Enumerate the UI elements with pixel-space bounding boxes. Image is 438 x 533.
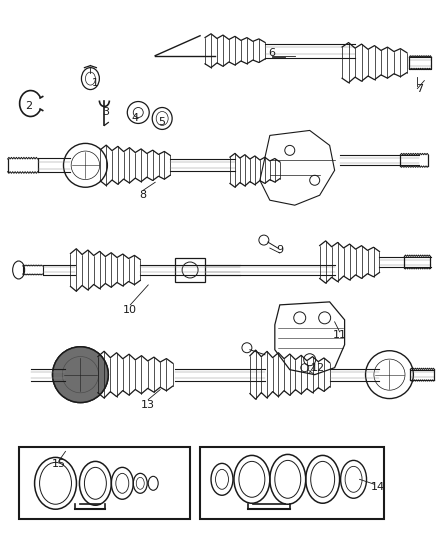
Circle shape (53, 347, 108, 402)
Text: 7: 7 (416, 84, 423, 94)
Text: 12: 12 (311, 362, 325, 373)
Text: 11: 11 (332, 330, 346, 340)
Text: 6: 6 (268, 47, 276, 58)
Text: 2: 2 (25, 101, 32, 110)
Text: 3: 3 (102, 108, 109, 117)
Bar (200, 447, 385, 519)
Text: 14: 14 (371, 482, 385, 492)
Text: 10: 10 (123, 305, 137, 315)
Text: 13: 13 (141, 400, 155, 409)
Bar (175, 258, 205, 282)
Text: 4: 4 (132, 114, 139, 124)
Text: 1: 1 (92, 78, 99, 87)
Bar (19, 447, 190, 519)
Text: 9: 9 (276, 245, 283, 255)
Text: 5: 5 (159, 117, 166, 127)
Text: 15: 15 (52, 459, 66, 470)
Text: 8: 8 (140, 190, 147, 200)
